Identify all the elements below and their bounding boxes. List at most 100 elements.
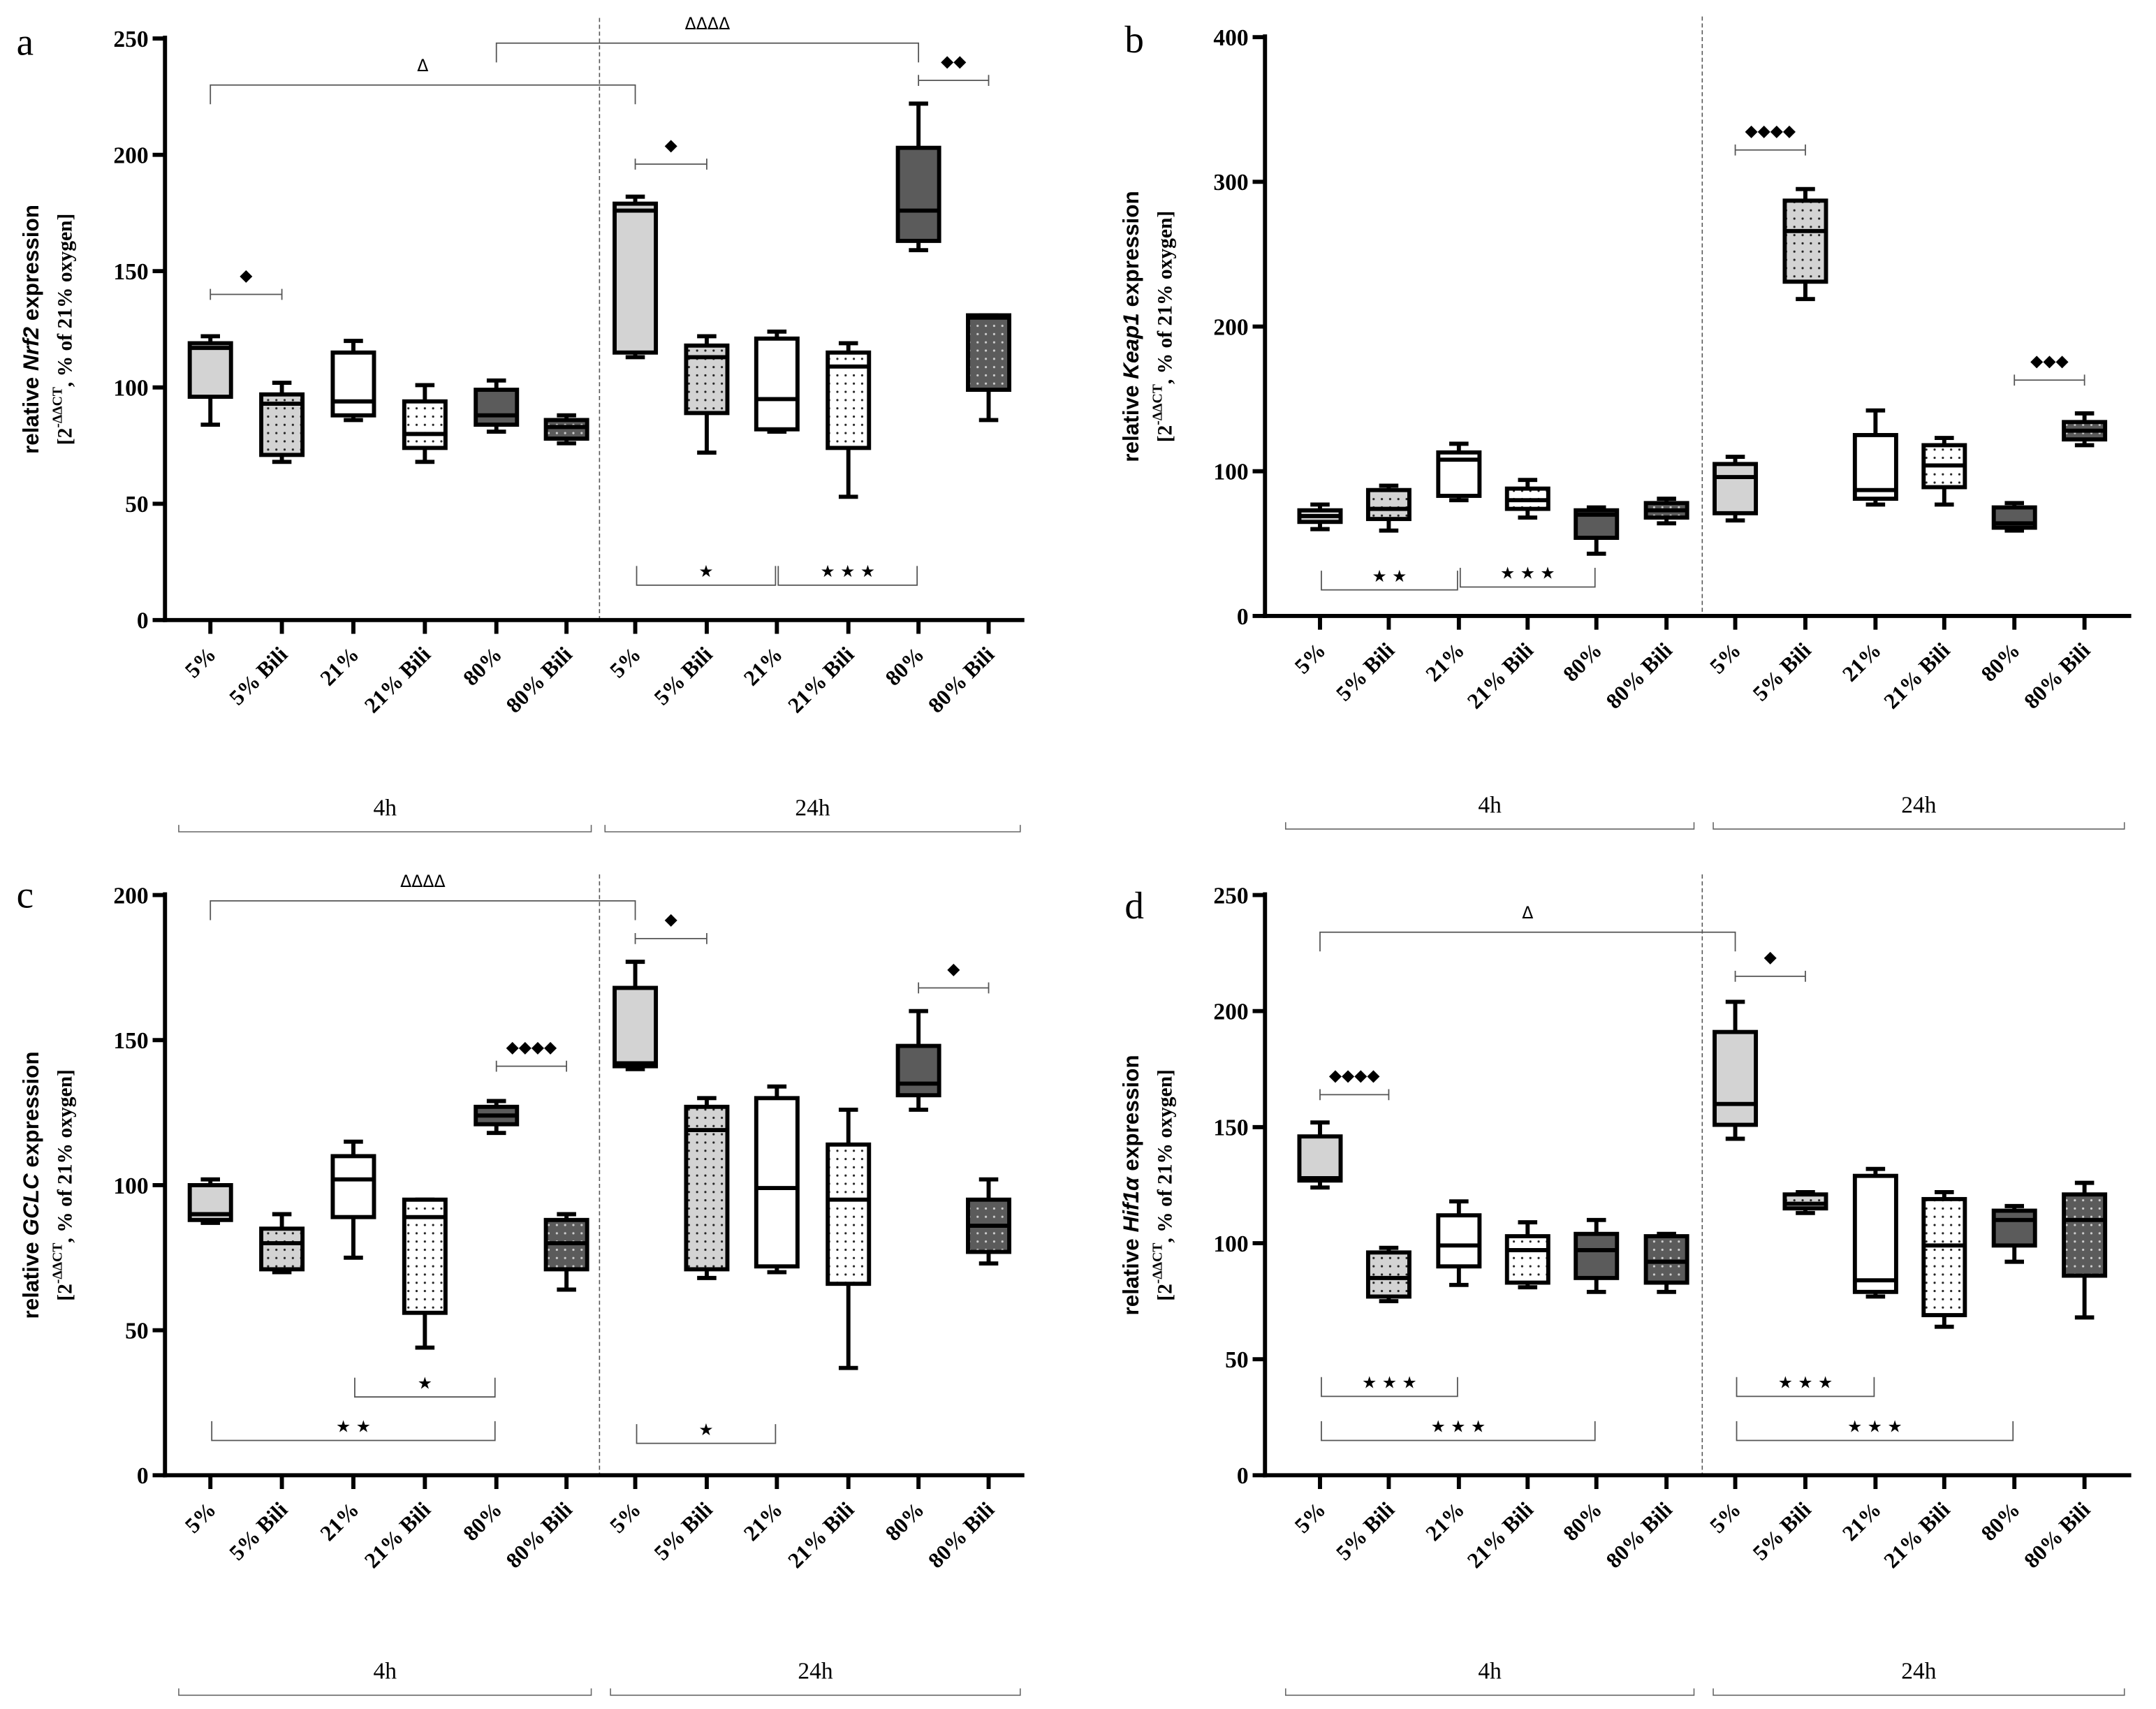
y-label-suffix: expression [18,205,43,327]
x-tick-label: 21% Bili [783,642,858,717]
significance-label: Δ [417,56,428,75]
x-tick-label: 80% Bili [923,1497,999,1573]
y-tick-label: 100 [1213,1231,1248,1257]
y-label-gene: Hif1α [1118,1176,1143,1232]
group-bracket [1713,822,2125,830]
significance-label: ◆◆ [941,51,967,71]
x-tick-label: 80% [1977,1497,2025,1546]
box-0 [187,334,233,427]
x-tick-label: 21% Bili [1462,638,1538,713]
significance-label: ◆◆◆◆ [1745,121,1796,140]
box-10 [1991,501,2037,533]
box-iqr [1713,1029,1759,1127]
box-4 [474,1099,520,1136]
y-tick-label: 0 [137,1463,149,1489]
x-tick-label: 21% Bili [1879,1497,1954,1573]
box-iqr [613,201,659,355]
box-10 [895,1008,941,1112]
x-tick-label: 21% [739,1497,787,1546]
y-tick-label: 150 [113,259,148,285]
y-tick-label: 0 [1237,1463,1249,1489]
x-tick-label: 80% [1558,638,1606,686]
bracket [2014,374,2085,386]
box-iqr [402,399,448,450]
box-9 [1921,1189,1967,1329]
box-iqr [895,1043,941,1098]
box-iqr [1782,198,1828,284]
y-tick-label: 50 [1225,1347,1248,1373]
y-axis-label: relative GCLC expression [18,1051,43,1319]
x-tick-label: 5% Bili [224,1497,292,1565]
y-label-gene: GCLC [18,1173,43,1235]
y-tick-label: 150 [1213,1115,1248,1141]
bracket [918,75,990,86]
box-4 [1574,1217,1620,1294]
y-axis-label: relative Nrf2 expression [18,205,43,454]
box-8 [1852,408,1898,507]
x-tick-label: 5% Bili [1748,1497,1816,1565]
y-tick-label: 250 [113,27,148,52]
box-11 [2062,1180,2108,1320]
x-tick-label: 5% [1705,1497,1745,1538]
group-bracket [610,1688,1021,1696]
significance-diamond: ◆ [634,909,707,944]
box-iqr [1297,1134,1343,1183]
significance-label: ★ ★ ★ [1431,1417,1486,1437]
x-tick-label: 5% [605,642,645,682]
significance-label: ◆ [665,909,678,929]
significance-label: ◆ [240,265,253,285]
bracket [636,566,777,586]
y-tick-label: 300 [1213,170,1248,196]
box-2 [330,1139,376,1260]
box-2 [1436,1199,1482,1287]
y-tick-label: 50 [125,492,148,518]
box-iqr [1921,1196,1967,1317]
x-tick-label: 21% [1421,638,1469,686]
box-iqr [330,1154,376,1219]
box-0 [1297,502,1343,531]
y-axis-unit-label: [2-ΔΔCT, % of 21% oxygen] [50,1069,77,1301]
box-iqr [1782,1192,1828,1211]
x-tick-label: 21% [739,642,787,690]
x-tick-label: 5% [1290,1497,1330,1538]
x-tick-label: 5% [1705,638,1745,678]
box-8 [754,329,800,434]
significance-label: ★ [418,1373,432,1393]
group-bracket [604,825,1021,833]
significance-label: ★ ★ ★ [1362,1373,1417,1393]
significance-diamond: ◆◆◆◆ [1734,121,1806,156]
bracket [495,1060,568,1072]
box-iqr [2062,1192,2108,1278]
box-8 [1852,1166,1898,1299]
significance-label: ★ ★ ★ [820,562,875,581]
box-iqr [613,985,659,1069]
significance-diamond: ◆ [1734,947,1806,982]
group-label: 24h [798,1659,833,1685]
box-9 [1921,436,1967,507]
box-iqr [187,341,233,399]
y-tick-label: 100 [1213,460,1248,485]
significance-star: ★ [354,1373,496,1398]
group-bracket [1284,822,1695,830]
y-axis-unit-label: [2-ΔΔCT, % of 21% oxygen] [1150,211,1177,443]
x-tick-label: 80% Bili [923,642,999,717]
box-iqr [1643,1234,1689,1285]
y-tick-label: 400 [1213,25,1248,51]
bracket [1736,1421,2014,1442]
y-unit-b: , % of 21% oxygen] [1154,1069,1176,1242]
bracket [918,982,990,994]
box-11 [2062,411,2108,448]
x-tick-label: 80% [1558,1497,1606,1546]
bracket [210,84,636,105]
significance-star: ★ ★ ★ [1736,1417,2014,1442]
box-iqr [474,388,520,427]
x-tick-label: 5% Bili [1331,1497,1399,1565]
y-tick-label: 100 [113,376,148,402]
box-6 [1713,455,1759,523]
group-bracket [1284,1688,1695,1696]
significance-star: ★ ★ ★ [1736,1373,1875,1398]
y-label-prefix: relative [1118,1232,1143,1315]
box-7 [1782,1189,1828,1215]
significance-label: ◆ [947,959,960,978]
significance-label: ★ ★ ★ [1778,1373,1833,1393]
